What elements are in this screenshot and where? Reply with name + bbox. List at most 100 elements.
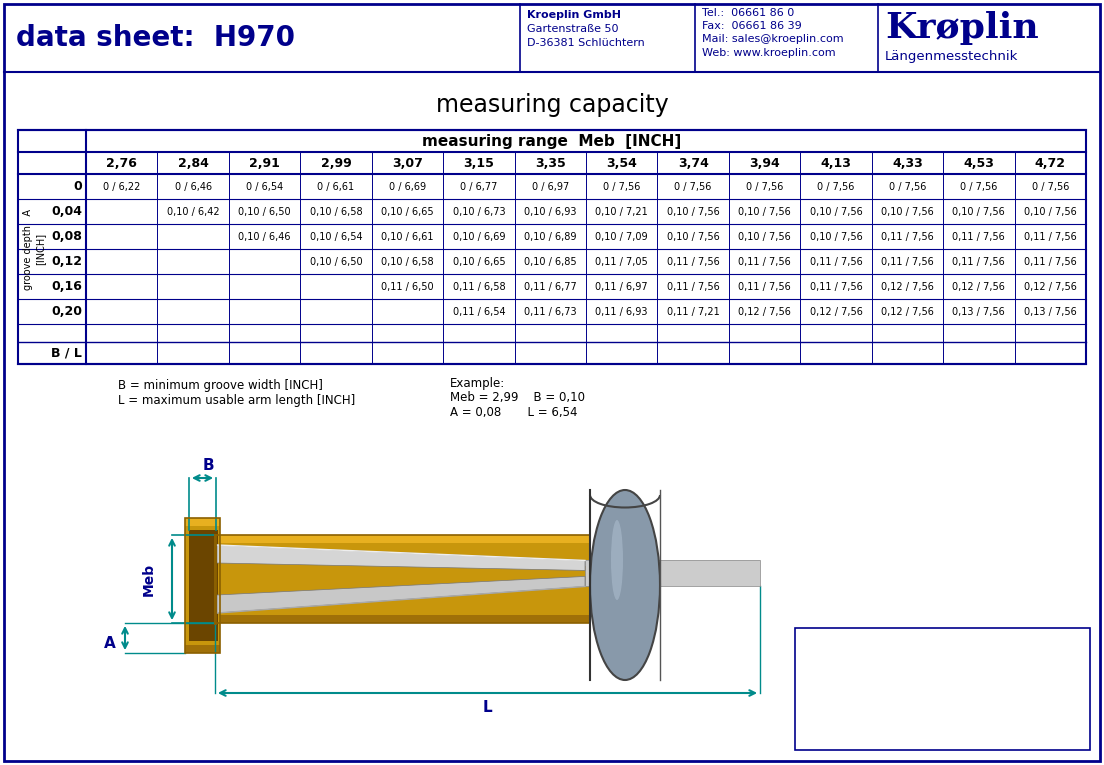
Text: 0,10 / 7,56: 0,10 / 7,56 <box>953 207 1006 216</box>
Text: 0,11 / 7,56: 0,11 / 7,56 <box>739 256 790 266</box>
Text: 0,10 / 6,73: 0,10 / 6,73 <box>453 207 506 216</box>
Text: 0,11 / 6,54: 0,11 / 6,54 <box>453 307 506 317</box>
Text: B / L: B / L <box>51 347 82 360</box>
Text: 0,12: 0,12 <box>51 255 82 268</box>
Text: 28.06.2013: 28.06.2013 <box>903 655 974 665</box>
Text: 0,10 / 6,65: 0,10 / 6,65 <box>453 256 506 266</box>
Text: 0,11 / 7,56: 0,11 / 7,56 <box>953 232 1006 242</box>
Bar <box>585 561 760 566</box>
Bar <box>215 615 590 623</box>
Text: Längenmesstechnik: Längenmesstechnik <box>885 50 1018 63</box>
Text: 0,10 / 6,85: 0,10 / 6,85 <box>524 256 576 266</box>
Text: 0,10 / 6,54: 0,10 / 6,54 <box>310 232 362 242</box>
Text: Kroeplin GmbH: Kroeplin GmbH <box>527 10 620 20</box>
Text: 0 / 7,56: 0 / 7,56 <box>889 181 926 191</box>
Text: 0 / 7,56: 0 / 7,56 <box>746 181 783 191</box>
Text: 0,10 / 6,58: 0,10 / 6,58 <box>310 207 362 216</box>
Text: 0,11 / 7,56: 0,11 / 7,56 <box>881 256 934 266</box>
Text: 0,10 / 6,50: 0,10 / 6,50 <box>238 207 290 216</box>
Text: Meb = 2,99    B = 0,10: Meb = 2,99 B = 0,10 <box>450 391 585 404</box>
Text: 0,10 / 7,56: 0,10 / 7,56 <box>881 207 934 216</box>
Text: 0,12 / 7,56: 0,12 / 7,56 <box>881 282 934 291</box>
Text: 3,74: 3,74 <box>678 157 709 170</box>
Text: 0 / 7,56: 0 / 7,56 <box>603 181 640 191</box>
Text: A: A <box>104 636 116 650</box>
Text: 3,94: 3,94 <box>750 157 779 170</box>
Text: 0,10 / 7,56: 0,10 / 7,56 <box>667 207 720 216</box>
Text: 0,10 / 7,56: 0,10 / 7,56 <box>739 232 790 242</box>
Text: Meb: Meb <box>142 562 156 596</box>
Text: Mail: sales@kroeplin.com: Mail: sales@kroeplin.com <box>702 34 843 44</box>
Text: 0,10 / 6,65: 0,10 / 6,65 <box>381 207 434 216</box>
Text: 2,99: 2,99 <box>320 157 351 170</box>
Text: 4,72: 4,72 <box>1034 157 1065 170</box>
Text: 0,11 / 7,56: 0,11 / 7,56 <box>881 232 934 242</box>
Text: 0,10 / 7,09: 0,10 / 7,09 <box>595 232 648 242</box>
Bar <box>18 130 1086 364</box>
Text: 0,11 / 7,56: 0,11 / 7,56 <box>667 256 720 266</box>
Text: Fax:  06661 86 39: Fax: 06661 86 39 <box>702 21 802 31</box>
Text: 0,10 / 6,61: 0,10 / 6,61 <box>381 232 434 242</box>
Text: 0,11 / 7,56: 0,11 / 7,56 <box>1023 256 1076 266</box>
Text: 0,13 / 7,56: 0,13 / 7,56 <box>953 307 1006 317</box>
Bar <box>215 535 590 543</box>
Text: L: L <box>482 699 492 715</box>
Text: 0: 0 <box>73 180 82 193</box>
Text: 0,10 / 6,89: 0,10 / 6,89 <box>524 232 576 242</box>
Text: 0,10 / 7,56: 0,10 / 7,56 <box>809 232 862 242</box>
Text: 0,10 / 7,56: 0,10 / 7,56 <box>809 207 862 216</box>
Bar <box>185 518 220 653</box>
Text: Example:: Example: <box>450 377 506 390</box>
Text: 0 / 6,54: 0 / 6,54 <box>246 181 284 191</box>
Text: DAB-H970_KR_EN: DAB-H970_KR_EN <box>903 636 1011 646</box>
Text: 3,54: 3,54 <box>606 157 637 170</box>
Text: 3,07: 3,07 <box>392 157 423 170</box>
Text: 0,11 / 6,58: 0,11 / 6,58 <box>453 282 506 291</box>
Text: Tel.:  06661 86 0: Tel.: 06661 86 0 <box>702 8 794 18</box>
Text: drawing-nr.:: drawing-nr.: <box>803 636 870 646</box>
Text: 0,10 / 7,56: 0,10 / 7,56 <box>739 207 790 216</box>
Text: Web: www.kroeplin.com: Web: www.kroeplin.com <box>702 48 836 58</box>
Text: 0 / 7,56: 0 / 7,56 <box>817 181 854 191</box>
Bar <box>189 530 217 641</box>
Text: 0,11 / 7,56: 0,11 / 7,56 <box>1023 232 1076 242</box>
Polygon shape <box>217 545 585 571</box>
Text: 0,11 / 6,77: 0,11 / 6,77 <box>524 282 576 291</box>
Text: 0 / 7,56: 0 / 7,56 <box>960 181 998 191</box>
Text: 0,10 / 6,42: 0,10 / 6,42 <box>167 207 220 216</box>
Text: 0,11 / 7,21: 0,11 / 7,21 <box>667 307 720 317</box>
Text: 0,12 / 7,56: 0,12 / 7,56 <box>1023 282 1076 291</box>
Text: Krøplin: Krøplin <box>885 11 1039 45</box>
Text: 0,08: 0,08 <box>51 230 82 243</box>
Text: B: B <box>203 457 214 473</box>
Text: revision status:: revision status: <box>803 712 888 722</box>
Text: 0,11 / 7,56: 0,11 / 7,56 <box>739 282 790 291</box>
Text: 0,10 / 7,56: 0,10 / 7,56 <box>667 232 720 242</box>
Text: D-36381 Schlüchtern: D-36381 Schlüchtern <box>527 38 645 48</box>
Text: 4,13: 4,13 <box>820 157 851 170</box>
Text: 0,10 / 6,93: 0,10 / 6,93 <box>524 207 576 216</box>
Text: 0,10 / 6,46: 0,10 / 6,46 <box>238 232 290 242</box>
Text: 2,84: 2,84 <box>178 157 209 170</box>
Text: 0,11 / 6,93: 0,11 / 6,93 <box>595 307 648 317</box>
Text: 0,04: 0,04 <box>51 205 82 218</box>
Text: revision date:: revision date: <box>803 731 879 741</box>
Text: 0 / 6,77: 0 / 6,77 <box>460 181 498 191</box>
Text: 0 / 6,97: 0 / 6,97 <box>532 181 569 191</box>
Text: 0 / 7,56: 0 / 7,56 <box>675 181 712 191</box>
Bar <box>585 561 760 587</box>
Text: 0,11 / 7,56: 0,11 / 7,56 <box>809 256 862 266</box>
Text: L = maximum usable arm length [INCH]: L = maximum usable arm length [INCH] <box>118 394 355 407</box>
Text: 0,11 / 7,05: 0,11 / 7,05 <box>595 256 648 266</box>
Text: 0,11 / 6,73: 0,11 / 6,73 <box>524 307 576 317</box>
Text: 2,76: 2,76 <box>106 157 137 170</box>
Text: A = 0,08       L = 6,54: A = 0,08 L = 6,54 <box>450 406 577 419</box>
Text: measuring capacity: measuring capacity <box>436 93 668 117</box>
Text: 0 / 7,56: 0 / 7,56 <box>1031 181 1069 191</box>
Ellipse shape <box>590 490 660 680</box>
Text: 0 / 6,61: 0 / 6,61 <box>318 181 354 191</box>
Text: 0,12 / 7,56: 0,12 / 7,56 <box>739 307 790 317</box>
Text: [INCH]: [INCH] <box>35 233 45 265</box>
Text: 0 / 6,69: 0 / 6,69 <box>389 181 426 191</box>
Text: 0,11 / 6,50: 0,11 / 6,50 <box>381 282 434 291</box>
